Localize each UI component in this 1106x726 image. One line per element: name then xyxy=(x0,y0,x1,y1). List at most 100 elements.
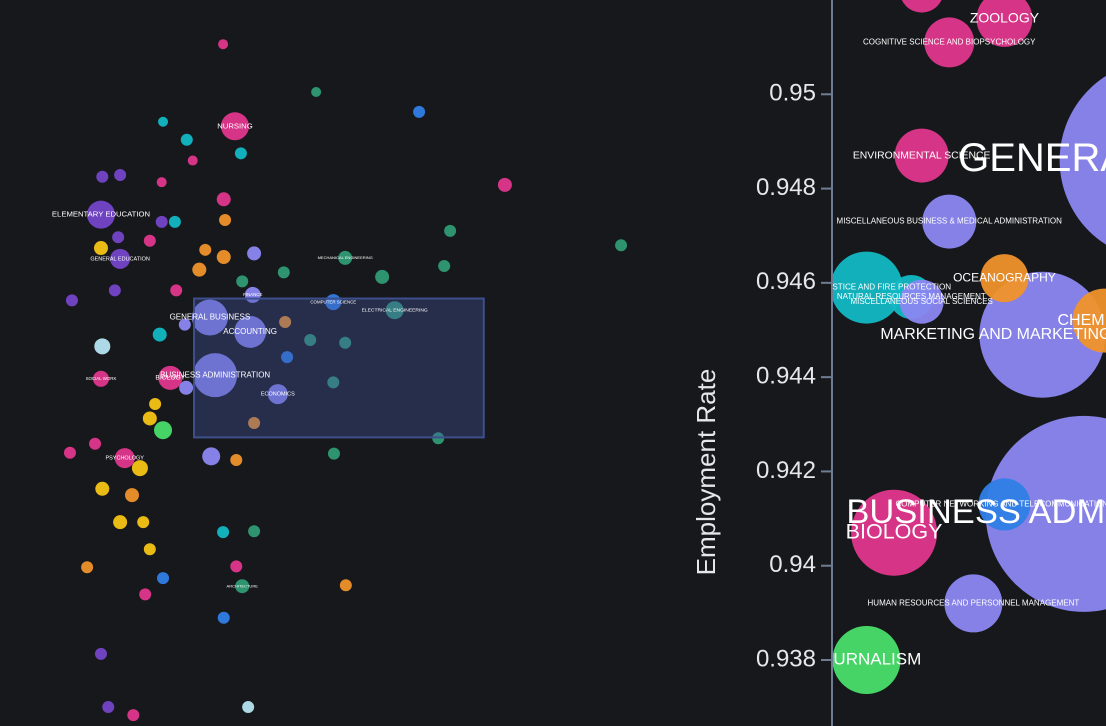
point xyxy=(192,262,207,277)
y-tick-label: 0.94 xyxy=(769,551,816,578)
y-tick-label: 0.948 xyxy=(756,174,816,201)
point-label: ENVIRONMENTAL SCIENCE xyxy=(853,150,991,161)
point xyxy=(95,481,110,496)
point xyxy=(170,284,183,297)
point xyxy=(267,384,288,405)
point xyxy=(234,147,247,160)
point xyxy=(92,370,109,387)
point xyxy=(901,0,942,13)
point xyxy=(143,543,156,556)
point xyxy=(279,315,292,328)
point-label: ELEMENTARY EDUCATION xyxy=(52,210,150,219)
point-label: CHEMISTRY xyxy=(1057,312,1106,329)
point xyxy=(899,279,944,324)
point xyxy=(142,411,157,426)
point xyxy=(139,588,152,601)
point xyxy=(277,266,290,279)
point xyxy=(615,239,628,252)
point xyxy=(339,336,352,349)
point xyxy=(375,269,390,284)
point xyxy=(191,299,228,336)
point xyxy=(413,105,426,118)
detail-labels: GENERAL BUSINESS BUSINESS ADMINISTRATION M… xyxy=(782,10,1106,669)
point xyxy=(168,215,181,228)
point-label: COMPUTER NETWORKING AND TELECOMMUNICATIO… xyxy=(895,500,1106,509)
point xyxy=(89,437,102,450)
point xyxy=(143,234,156,247)
point-label: CRIMINAL JUSTICE AND FIRE PROTECTION xyxy=(782,283,951,292)
point xyxy=(1072,288,1106,353)
point xyxy=(311,86,322,97)
point xyxy=(944,574,1003,633)
point xyxy=(108,284,121,297)
point xyxy=(216,192,231,207)
point-label: PSYCHOLOGY xyxy=(105,456,144,462)
point-label: BIOLOGY xyxy=(155,375,185,382)
point xyxy=(444,224,457,237)
point xyxy=(219,214,232,227)
point xyxy=(125,488,139,503)
point-label: HUMAN RESOURCES AND PERSONNEL MANAGEMENT xyxy=(868,599,1080,608)
point-label: ELECTRICAL ENGINEERING xyxy=(362,308,428,314)
point xyxy=(327,376,340,389)
point xyxy=(304,334,317,347)
point xyxy=(96,170,109,183)
y-tick-label: 0.95 xyxy=(769,80,816,107)
point-label: MISCELLANEOUS BUSINESS & MEDICAL ADMINIS… xyxy=(837,217,1063,226)
point xyxy=(152,327,167,342)
point-label: JOURNALISM xyxy=(812,649,922,668)
point xyxy=(234,315,267,348)
point-label: BUSINESS ADMINISTRATION xyxy=(160,370,270,379)
point xyxy=(217,611,230,624)
point-label: NURSING xyxy=(217,121,252,130)
y-tick-label: 0.946 xyxy=(756,268,816,295)
point xyxy=(230,453,243,466)
point xyxy=(832,251,903,324)
point xyxy=(247,246,262,261)
point xyxy=(327,447,340,460)
point-label: BUSINESS ADMINISTRATION xyxy=(846,493,1106,531)
point-label: COGNITIVE SCIENCE AND BIOPSYCHOLOGY xyxy=(863,38,1036,47)
point xyxy=(217,526,230,539)
point xyxy=(178,318,191,331)
point xyxy=(149,398,162,411)
point xyxy=(979,271,1106,398)
point xyxy=(137,516,150,529)
point xyxy=(102,701,115,714)
point xyxy=(922,194,977,249)
point xyxy=(202,447,221,466)
y-axis-title: Employment Rate xyxy=(691,369,721,576)
point xyxy=(438,260,451,273)
point-label: MARKETING AND MARKETING RESEARCH xyxy=(880,326,1106,343)
point xyxy=(851,489,938,576)
point xyxy=(242,701,255,714)
point-label: GENERAL EDUCATION xyxy=(90,256,150,262)
point xyxy=(157,572,170,585)
point xyxy=(976,0,1033,47)
y-tick-label: 0.938 xyxy=(756,645,816,672)
point xyxy=(179,380,194,395)
point xyxy=(112,231,125,244)
y-axis: 0.95 0.948 0.946 0.944 0.942 0.94 0.938 xyxy=(756,0,833,726)
point xyxy=(832,626,901,694)
point-label: OCEANOGRAPHY xyxy=(953,270,1056,284)
point xyxy=(187,155,198,166)
y-tick-label: 0.942 xyxy=(756,457,816,484)
point xyxy=(230,560,243,573)
point xyxy=(94,647,107,660)
point-label: FINANCE xyxy=(243,292,262,297)
point xyxy=(158,116,169,127)
point-label: SOCIAL WORK xyxy=(86,376,117,381)
point-label: MISCELLANEOUS SOCIAL SCIENCES xyxy=(850,297,992,306)
point xyxy=(1059,75,1106,245)
point xyxy=(236,275,249,288)
point xyxy=(980,254,1029,303)
point xyxy=(894,128,949,183)
point xyxy=(156,177,167,188)
point-label: ACCOUNTING xyxy=(223,327,277,336)
point-label: ZOOLOGY xyxy=(970,10,1040,26)
point-label: MECHANICAL ENGINEERING xyxy=(318,255,373,260)
